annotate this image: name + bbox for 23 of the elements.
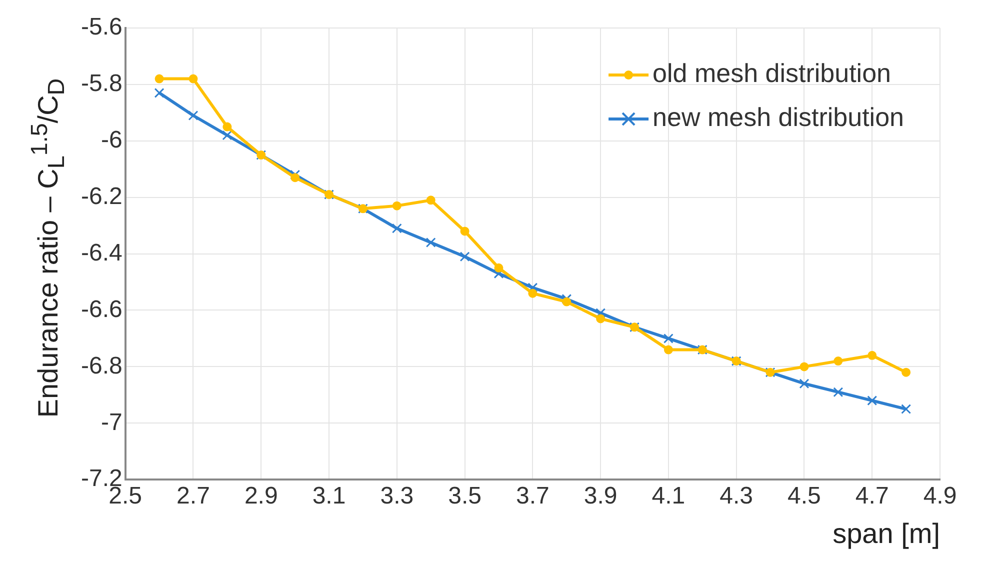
x-tick-label: 4.7 bbox=[855, 482, 889, 510]
y-tick-label: -6 bbox=[101, 126, 122, 154]
y-tick-label: -6.8 bbox=[80, 352, 122, 380]
x-tick-label: 3.3 bbox=[380, 482, 414, 510]
x-tick-label: 3.7 bbox=[516, 482, 550, 510]
x-tick-label: 4.1 bbox=[652, 482, 686, 510]
y-tick-label: -7 bbox=[101, 408, 122, 436]
legend-label: new mesh distribution bbox=[652, 102, 904, 132]
y-tick-label: -6.4 bbox=[80, 239, 122, 266]
x-tick-label: 2.7 bbox=[176, 482, 210, 510]
x-tick-label: 3.1 bbox=[312, 482, 346, 510]
x-axis-title: span [m] bbox=[832, 518, 940, 549]
y-tick-label: -6.6 bbox=[80, 296, 122, 323]
x-tick-label: 3.5 bbox=[448, 482, 482, 510]
y-tick-label: -5.6 bbox=[80, 14, 122, 41]
y-tick-label: -5.8 bbox=[80, 70, 122, 98]
x-tick-label: 4.5 bbox=[788, 482, 821, 510]
x-tick-label: 2.9 bbox=[244, 482, 278, 510]
legend-label: old mesh distribution bbox=[652, 58, 892, 88]
x-tick-label: 4.3 bbox=[720, 482, 754, 510]
x-tick-label: 4.9 bbox=[923, 482, 957, 510]
y-tick-label: -6.2 bbox=[80, 182, 122, 210]
x-tick-label: 3.9 bbox=[584, 482, 618, 510]
